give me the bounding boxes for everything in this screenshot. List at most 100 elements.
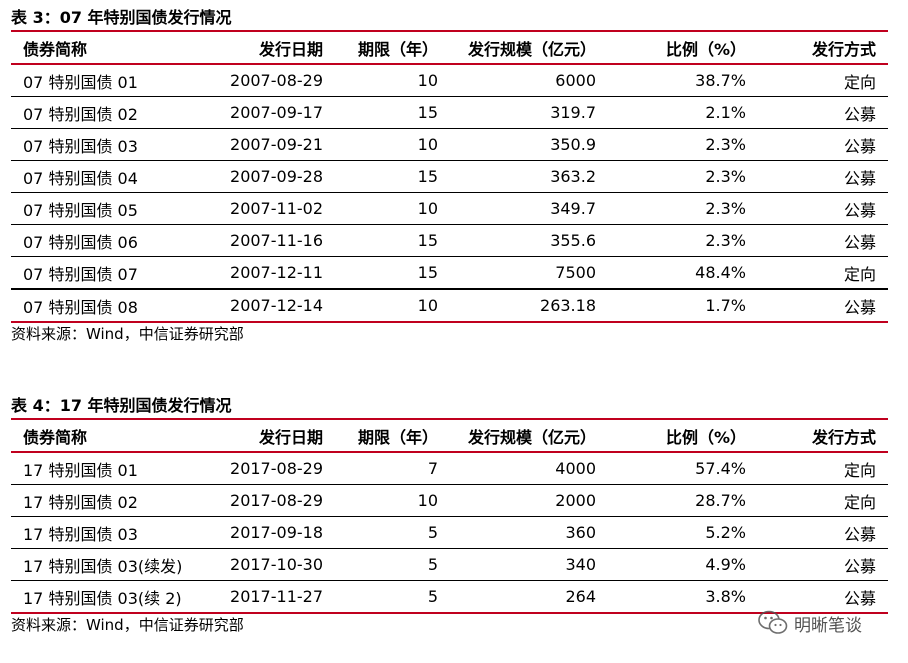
cell-term: 10 xyxy=(331,289,446,323)
cell-term: 5 xyxy=(331,548,446,581)
cell-method: 公募 xyxy=(754,160,888,193)
cell-ratio: 5.2% xyxy=(604,516,754,549)
cell-name: 17 特别国债 01 xyxy=(11,452,191,485)
cell-name: 07 特别国债 08 xyxy=(11,289,191,323)
cell-date: 2007-09-17 xyxy=(191,96,331,129)
cell-scale: 360 xyxy=(446,516,604,549)
cell-term: 10 xyxy=(331,128,446,161)
cell-ratio: 48.4% xyxy=(604,256,754,290)
cell-ratio: 2.3% xyxy=(604,224,754,257)
table-row: 17 特别国债 03 2017-09-18 5 360 5.2% 公募 xyxy=(11,516,888,549)
table-row: 17 特别国债 03(续发) 2017-10-30 5 340 4.9% 公募 xyxy=(11,548,888,581)
table-row: 17 特别国债 03(续 2) 2017-11-27 5 264 3.8% 公募 xyxy=(11,580,888,614)
cell-name: 07 特别国债 01 xyxy=(11,64,191,97)
cell-name: 07 特别国债 05 xyxy=(11,192,191,225)
table-row: 07 特别国债 05 2007-11-02 10 349.7 2.3% 公募 xyxy=(11,192,888,225)
cell-method: 公募 xyxy=(754,224,888,257)
cell-term: 10 xyxy=(331,192,446,225)
cell-name: 07 特别国债 03 xyxy=(11,128,191,161)
table3-section: 表 3：07 年特别国债发行情况 债券简称 发行日期 期限（年） 发行规模（亿元… xyxy=(11,8,888,345)
cell-name: 07 特别国债 07 xyxy=(11,256,191,290)
cell-name: 07 特别国债 04 xyxy=(11,160,191,193)
cell-term: 10 xyxy=(331,64,446,97)
table4-caption: 表 4：17 年特别国债发行情况 xyxy=(11,396,232,415)
cell-method: 公募 xyxy=(754,580,888,614)
cell-date: 2007-09-21 xyxy=(191,128,331,161)
table-row: 07 特别国债 07 2007-12-11 15 7500 48.4% 定向 xyxy=(11,256,888,290)
col-header-ratio: 比例（%） xyxy=(604,30,754,65)
cell-method: 公募 xyxy=(754,548,888,581)
col-header-scale: 发行规模（亿元） xyxy=(446,418,604,453)
cell-scale: 355.6 xyxy=(446,224,604,257)
cell-name: 17 特别国债 02 xyxy=(11,484,191,517)
table-row: 07 特别国债 04 2007-09-28 15 363.2 2.3% 公募 xyxy=(11,160,888,193)
cell-ratio: 4.9% xyxy=(604,548,754,581)
cell-method: 公募 xyxy=(754,128,888,161)
cell-scale: 4000 xyxy=(446,452,604,485)
cell-ratio: 3.8% xyxy=(604,580,754,614)
cell-date: 2007-08-29 xyxy=(191,64,331,97)
cell-name: 07 特别国债 06 xyxy=(11,224,191,257)
col-header-term: 期限（年） xyxy=(331,418,446,453)
cell-ratio: 2.3% xyxy=(604,128,754,161)
cell-term: 5 xyxy=(331,580,446,614)
table-row: 07 特别国债 08 2007-12-14 10 263.18 1.7% 公募 xyxy=(11,289,888,323)
cell-method: 公募 xyxy=(754,96,888,129)
cell-date: 2007-12-14 xyxy=(191,289,331,323)
cell-method: 公募 xyxy=(754,192,888,225)
cell-ratio: 2.3% xyxy=(604,192,754,225)
cell-date: 2017-11-27 xyxy=(191,580,331,614)
cell-date: 2007-11-02 xyxy=(191,192,331,225)
cell-scale: 264 xyxy=(446,580,604,614)
cell-date: 2007-12-11 xyxy=(191,256,331,290)
table-row: 17 特别国债 01 2017-08-29 7 4000 57.4% 定向 xyxy=(11,452,888,485)
cell-scale: 349.7 xyxy=(446,192,604,225)
cell-scale: 350.9 xyxy=(446,128,604,161)
table4: 债券简称 发行日期 期限（年） 发行规模（亿元） 比例（%） 发行方式 17 特… xyxy=(11,418,888,614)
table-row: 17 特别国债 02 2017-08-29 10 2000 28.7% 定向 xyxy=(11,484,888,517)
table3-source: 资料来源：Wind，中信证券研究部 xyxy=(11,325,244,343)
col-header-method: 发行方式 xyxy=(754,418,888,453)
table4-source: 资料来源：Wind，中信证券研究部 xyxy=(11,616,244,634)
cell-term: 15 xyxy=(331,256,446,290)
cell-ratio: 28.7% xyxy=(604,484,754,517)
cell-term: 15 xyxy=(331,160,446,193)
col-header-name: 债券简称 xyxy=(11,30,191,65)
cell-name: 07 特别国债 02 xyxy=(11,96,191,129)
cell-scale: 263.18 xyxy=(446,289,604,323)
cell-term: 5 xyxy=(331,516,446,549)
table4-header-row: 债券简称 发行日期 期限（年） 发行规模（亿元） 比例（%） 发行方式 xyxy=(11,418,888,453)
cell-name: 17 特别国债 03 xyxy=(11,516,191,549)
cell-name: 17 特别国债 03(续 2) xyxy=(11,580,191,614)
table-row: 07 特别国债 01 2007-08-29 10 6000 38.7% 定向 xyxy=(11,64,888,97)
cell-ratio: 38.7% xyxy=(604,64,754,97)
cell-term: 15 xyxy=(331,224,446,257)
watermark: 明晰笔谈 xyxy=(758,605,898,641)
cell-date: 2007-11-16 xyxy=(191,224,331,257)
wechat-icon xyxy=(758,610,788,634)
cell-scale: 7500 xyxy=(446,256,604,290)
col-header-method: 发行方式 xyxy=(754,30,888,65)
cell-name: 17 特别国债 03(续发) xyxy=(11,548,191,581)
cell-scale: 340 xyxy=(446,548,604,581)
col-header-ratio: 比例（%） xyxy=(604,418,754,453)
cell-ratio: 2.3% xyxy=(604,160,754,193)
col-header-term: 期限（年） xyxy=(331,30,446,65)
cell-date: 2017-08-29 xyxy=(191,452,331,485)
cell-method: 公募 xyxy=(754,289,888,323)
col-header-name: 债券简称 xyxy=(11,418,191,453)
cell-date: 2007-09-28 xyxy=(191,160,331,193)
cell-scale: 2000 xyxy=(446,484,604,517)
table4-section: 表 4：17 年特别国债发行情况 债券简称 发行日期 期限（年） 发行规模（亿元… xyxy=(11,396,888,636)
cell-ratio: 57.4% xyxy=(604,452,754,485)
table3-caption: 表 3：07 年特别国债发行情况 xyxy=(11,8,232,27)
table3-header-row: 债券简称 发行日期 期限（年） 发行规模（亿元） 比例（%） 发行方式 xyxy=(11,30,888,65)
col-header-scale: 发行规模（亿元） xyxy=(446,30,604,65)
cell-method: 定向 xyxy=(754,64,888,97)
cell-term: 10 xyxy=(331,484,446,517)
cell-method: 定向 xyxy=(754,484,888,517)
table-row: 07 特别国债 02 2007-09-17 15 319.7 2.1% 公募 xyxy=(11,96,888,129)
cell-term: 7 xyxy=(331,452,446,485)
cell-scale: 363.2 xyxy=(446,160,604,193)
cell-term: 15 xyxy=(331,96,446,129)
